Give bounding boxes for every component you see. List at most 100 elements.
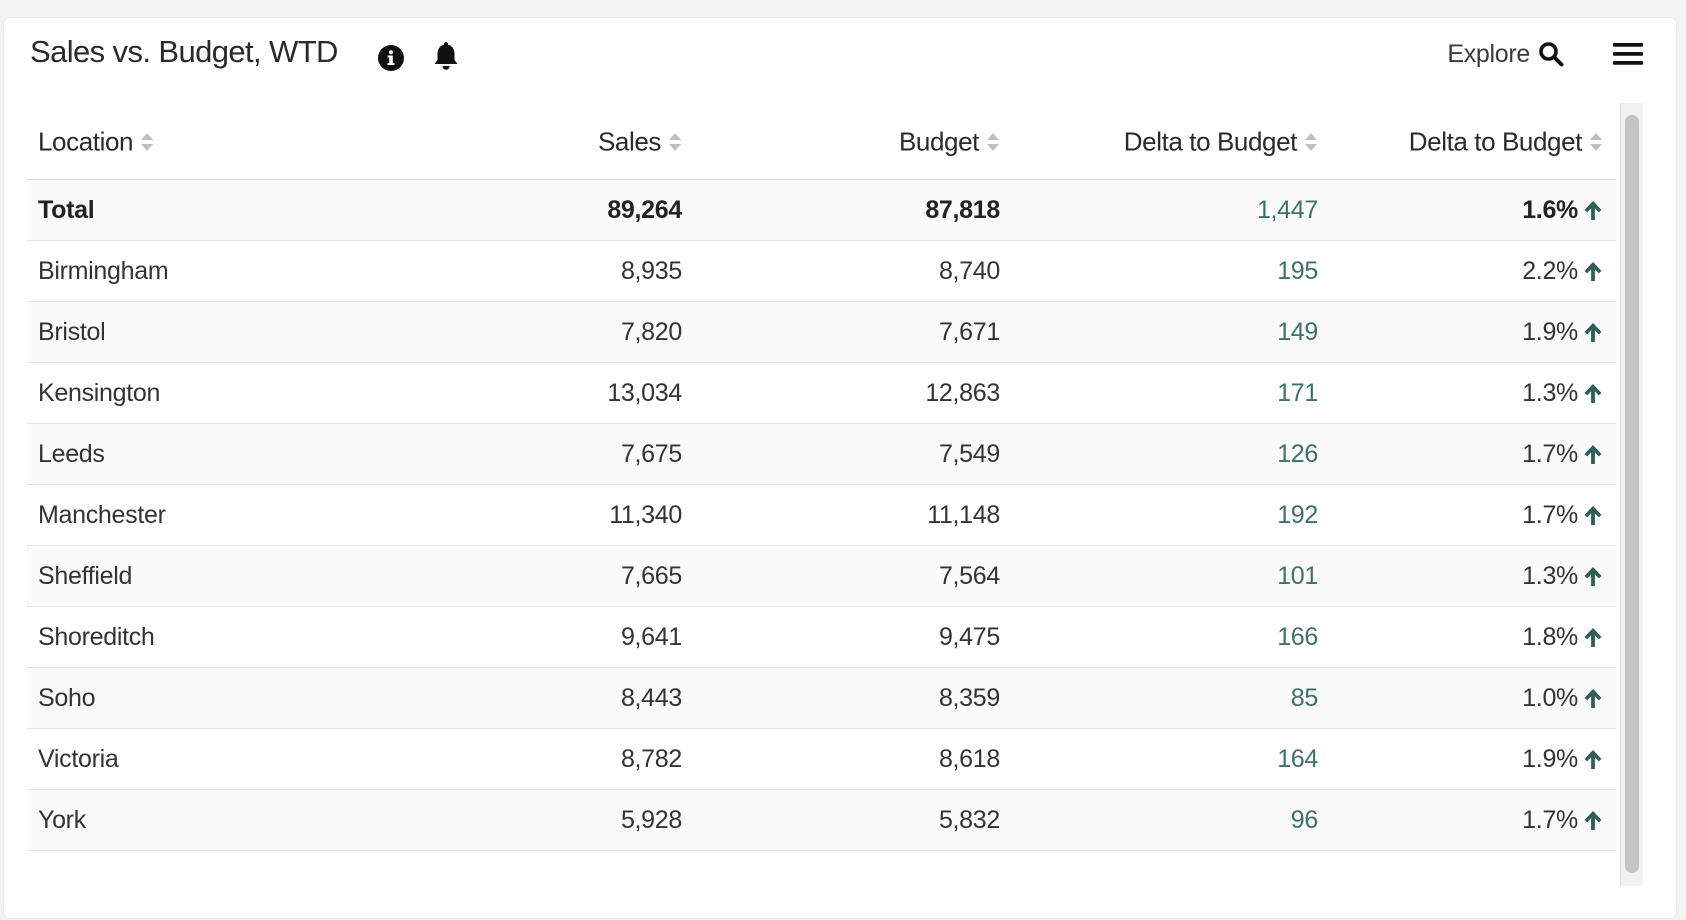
arrow-up-icon — [1584, 810, 1602, 830]
budget-cell: 8,618 — [682, 728, 1000, 790]
delta-pct-cell: 1.6% — [1318, 179, 1616, 241]
explore-button[interactable]: Explore — [1447, 36, 1564, 72]
sort-icon — [987, 132, 999, 151]
delta-pct-cell: 1.8% — [1318, 606, 1616, 668]
arrow-up-icon — [1584, 566, 1602, 586]
sales-cell: 7,675 — [357, 423, 682, 485]
location-cell: Bristol — [27, 301, 357, 363]
scrollbar-thumb[interactable] — [1625, 115, 1639, 873]
table-row: Manchester 11,340 11,148 192 1.7% — [27, 484, 1616, 546]
location-cell: Kensington — [27, 362, 357, 424]
arrow-up-icon — [1584, 505, 1602, 525]
table-header-row: Location Sales Budget Delta to Budget De… — [27, 103, 1616, 180]
budget-cell: 7,671 — [682, 301, 1000, 363]
info-circle-icon[interactable] — [377, 44, 405, 72]
bell-icon[interactable] — [432, 40, 460, 72]
delta-pct-cell: 1.7% — [1318, 484, 1616, 546]
table-row: Bristol 7,820 7,671 149 1.9% — [27, 301, 1616, 363]
sales-cell: 8,443 — [357, 667, 682, 729]
hamburger-menu-icon[interactable] — [1612, 40, 1644, 68]
column-header-location[interactable]: Location — [27, 103, 357, 180]
data-table-container: Location Sales Budget Delta to Budget De… — [27, 103, 1621, 869]
delta-cell: 166 — [1000, 606, 1318, 668]
location-cell: York — [27, 789, 357, 851]
delta-cell: 101 — [1000, 545, 1318, 607]
sales-cell: 11,340 — [357, 484, 682, 546]
sales-budget-table: Location Sales Budget Delta to Budget De… — [27, 103, 1616, 851]
arrow-up-icon — [1584, 200, 1602, 220]
location-cell: Shoreditch — [27, 606, 357, 668]
sort-icon — [1305, 132, 1317, 151]
delta-cell: 192 — [1000, 484, 1318, 546]
arrow-up-icon — [1584, 749, 1602, 769]
delta-pct-value: 1.9% — [1522, 317, 1578, 346]
sales-cell: 8,935 — [357, 240, 682, 302]
sales-cell: 5,928 — [357, 789, 682, 851]
card-title: Sales vs. Budget, WTD — [30, 34, 338, 69]
table-row: Shoreditch 9,641 9,475 166 1.8% — [27, 606, 1616, 668]
table-row: Victoria 8,782 8,618 164 1.9% — [27, 728, 1616, 790]
budget-cell: 12,863 — [682, 362, 1000, 424]
sales-cell: 89,264 — [357, 179, 682, 241]
location-cell: Leeds — [27, 423, 357, 485]
delta-pct-value: 2.2% — [1522, 256, 1578, 285]
column-header-delta-pct[interactable]: Delta to Budget — [1318, 103, 1616, 180]
table-row: Leeds 7,675 7,549 126 1.7% — [27, 423, 1616, 485]
sales-cell: 7,665 — [357, 545, 682, 607]
arrow-up-icon — [1584, 383, 1602, 403]
column-header-sales[interactable]: Sales — [357, 103, 682, 180]
arrow-up-icon — [1584, 627, 1602, 647]
delta-cell: 1,447 — [1000, 179, 1318, 241]
location-cell: Sheffield — [27, 545, 357, 607]
delta-cell: 195 — [1000, 240, 1318, 302]
delta-pct-value: 1.7% — [1522, 500, 1578, 529]
delta-pct-value: 1.0% — [1522, 683, 1578, 712]
sales-cell: 9,641 — [357, 606, 682, 668]
budget-cell: 87,818 — [682, 179, 1000, 241]
column-header-budget[interactable]: Budget — [682, 103, 1000, 180]
delta-cell: 171 — [1000, 362, 1318, 424]
budget-cell: 8,740 — [682, 240, 1000, 302]
delta-pct-cell: 2.2% — [1318, 240, 1616, 302]
delta-pct-value: 1.3% — [1522, 378, 1578, 407]
delta-pct-value: 1.7% — [1522, 805, 1578, 834]
table-row: Soho 8,443 8,359 85 1.0% — [27, 667, 1616, 729]
delta-cell: 149 — [1000, 301, 1318, 363]
vertical-scrollbar[interactable] — [1620, 103, 1643, 886]
delta-pct-value: 1.3% — [1522, 561, 1578, 590]
sort-icon — [141, 132, 154, 151]
card-header: Sales vs. Budget, WTD Explore — [4, 18, 1676, 90]
delta-cell: 96 — [1000, 789, 1318, 851]
budget-cell: 8,359 — [682, 667, 1000, 729]
table-row: York 5,928 5,832 96 1.7% — [27, 789, 1616, 851]
table-row: Kensington 13,034 12,863 171 1.3% — [27, 362, 1616, 424]
arrow-up-icon — [1584, 688, 1602, 708]
budget-cell: 11,148 — [682, 484, 1000, 546]
delta-pct-cell: 1.7% — [1318, 423, 1616, 485]
delta-cell: 164 — [1000, 728, 1318, 790]
arrow-up-icon — [1584, 444, 1602, 464]
explore-label: Explore — [1447, 39, 1530, 68]
location-cell: Birmingham — [27, 240, 357, 302]
delta-pct-cell: 1.9% — [1318, 728, 1616, 790]
delta-pct-cell: 1.9% — [1318, 301, 1616, 363]
delta-pct-cell: 1.3% — [1318, 545, 1616, 607]
table-row: Sheffield 7,665 7,564 101 1.3% — [27, 545, 1616, 607]
delta-pct-value: 1.7% — [1522, 439, 1578, 468]
sales-cell: 13,034 — [357, 362, 682, 424]
arrow-up-icon — [1584, 322, 1602, 342]
sales-cell: 7,820 — [357, 301, 682, 363]
budget-cell: 9,475 — [682, 606, 1000, 668]
delta-cell: 85 — [1000, 667, 1318, 729]
table-row: Birmingham 8,935 8,740 195 2.2% — [27, 240, 1616, 302]
delta-pct-cell: 1.3% — [1318, 362, 1616, 424]
search-icon — [1539, 42, 1564, 67]
delta-cell: 126 — [1000, 423, 1318, 485]
column-header-delta[interactable]: Delta to Budget — [1000, 103, 1318, 180]
location-cell: Soho — [27, 667, 357, 729]
budget-cell: 5,832 — [682, 789, 1000, 851]
sales-cell: 8,782 — [357, 728, 682, 790]
budget-cell: 7,564 — [682, 545, 1000, 607]
total-row: Total 89,264 87,818 1,447 1.6% — [27, 179, 1616, 241]
delta-pct-value: 1.9% — [1522, 744, 1578, 773]
